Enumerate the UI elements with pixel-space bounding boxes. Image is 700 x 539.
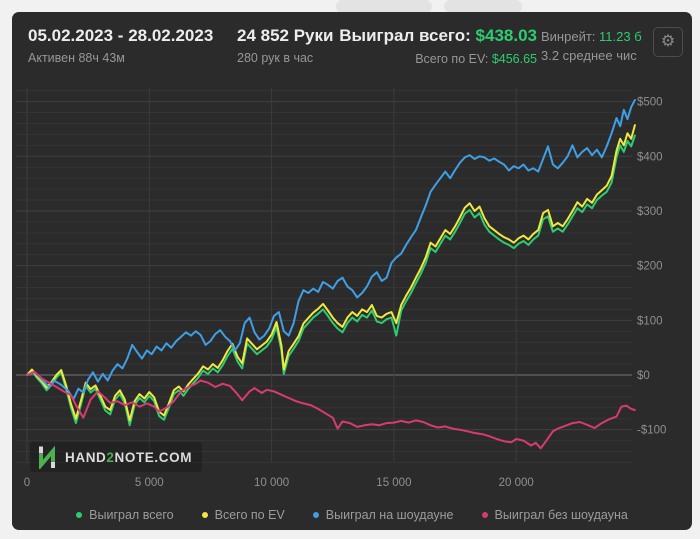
winnings-chart-svg: $500 $400 $300 $200 $100 $0 -$100 0 5 000 10 000 1… — [16, 88, 666, 489]
y-axis-label: $500 — [637, 97, 663, 109]
active-time: Активен 88ч 43м — [28, 51, 125, 65]
avg-tables-row: 3.2 среднее чис — [541, 48, 637, 63]
gear-icon: ⚙ — [660, 33, 676, 50]
winrate-label: Винрейт: — [541, 29, 596, 44]
legend-item-ev-total[interactable]: Всего по EV — [201, 508, 285, 522]
settings-button[interactable]: ⚙ — [653, 27, 683, 57]
hands-count: 24 852 Руки — [237, 26, 334, 45]
winnings-chart[interactable]: $500 $400 $300 $200 $100 $0 -$100 0 5 000 10 000 1… — [16, 88, 692, 500]
legend-dot-green — [76, 512, 83, 518]
x-axis-label: 20 000 — [499, 477, 534, 489]
y-axis-label: $400 — [637, 151, 663, 163]
legend-item-non-showdown[interactable]: Выиграл без шоудауна — [481, 508, 628, 522]
legend-dot-yellow — [201, 512, 208, 518]
x-axis-label: 0 — [24, 477, 30, 489]
series-line-1 — [26, 124, 636, 422]
ev-total-value: $456.65 — [491, 52, 537, 66]
x-axis-label: 10 000 — [254, 477, 289, 489]
chart-legend: Выиграл всего Всего по EV Выиграл на шоу… — [12, 508, 692, 522]
y-axis-label: $100 — [637, 315, 663, 327]
legend-dot-pink — [481, 512, 488, 518]
ev-total-row: Всего по EV: $456.65 — [415, 52, 537, 66]
legend-label: Выиграл всего — [89, 508, 174, 522]
hand2note-logo-icon — [39, 445, 55, 469]
y-axis-label: $0 — [637, 370, 650, 382]
legend-label: Всего по EV — [214, 508, 285, 522]
ev-total-label: Всего по EV: — [415, 52, 489, 66]
legend-item-showdown[interactable]: Выиграл на шоудауне — [312, 508, 454, 522]
legend-dot-blue — [312, 512, 319, 518]
cutoff-top-button[interactable] — [336, 0, 432, 13]
results-panel: 05.02.2023 - 28.02.2023 Активен 88ч 43м … — [12, 12, 692, 530]
y-axis-label: $200 — [637, 261, 663, 273]
legend-label: Выиграл на шоудауне — [325, 508, 454, 522]
won-total-row: Выиграл всего: $438.03 — [339, 26, 537, 46]
date-range: 05.02.2023 - 28.02.2023 — [28, 26, 214, 45]
y-axis-label: -$100 — [637, 425, 666, 437]
series-line-0 — [26, 134, 636, 427]
series-line-2 — [26, 99, 636, 401]
hand2note-watermark: HAND2NOTE.COM — [30, 442, 203, 472]
hand2note-brand-text: HAND2NOTE.COM — [65, 449, 193, 465]
x-axis-label: 5 000 — [135, 477, 164, 489]
series-line-3 — [26, 370, 636, 450]
won-total-label: Выиграл всего: — [339, 26, 471, 45]
y-axis-label: $300 — [637, 206, 663, 218]
winrate-value: 11.23 б — [599, 29, 642, 44]
hands-per-hour: 280 рук в час — [237, 51, 314, 65]
winrate-row: Винрейт: 11.23 б — [541, 29, 648, 44]
won-total-value: $438.03 — [475, 26, 537, 45]
legend-item-won-total[interactable]: Выиграл всего — [76, 508, 174, 522]
cutoff-top-button[interactable] — [444, 0, 522, 13]
legend-label: Выиграл без шоудауна — [494, 508, 628, 522]
x-axis-label: 15 000 — [376, 477, 411, 489]
